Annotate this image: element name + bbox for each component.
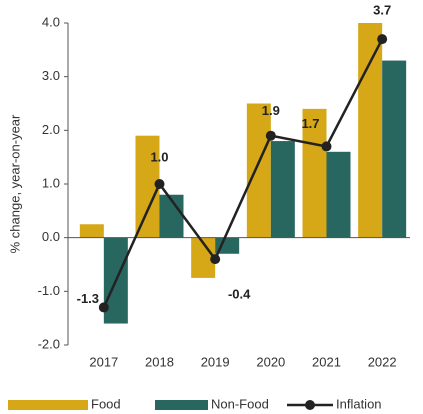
x-tick-label: 2022 — [368, 354, 397, 369]
line-point — [265, 130, 276, 141]
bar — [79, 224, 104, 238]
legend-label: Inflation — [336, 396, 382, 411]
x-tick-label: 2019 — [201, 354, 230, 369]
legend-swatch — [155, 400, 208, 410]
bar — [270, 141, 295, 238]
data-label: -1.3 — [77, 291, 99, 306]
data-label: -0.4 — [228, 287, 251, 302]
line-point — [154, 179, 165, 189]
legend-label: Non-Food — [211, 396, 269, 411]
legend-swatch — [8, 400, 88, 410]
line-point — [98, 302, 109, 313]
y-tick-label: 3.0 — [42, 68, 60, 83]
y-tick-label: 0.0 — [42, 229, 60, 244]
line — [102, 38, 384, 308]
x-tick-label: 2018 — [145, 354, 174, 369]
legend-swatch — [305, 400, 315, 410]
y-tick-label: 2.0 — [42, 122, 60, 137]
data-label: 1.7 — [301, 116, 319, 131]
y-tick-label: 1.0 — [42, 175, 60, 190]
x-tick-label: 2021 — [312, 354, 341, 369]
data-label: 1.0 — [150, 149, 168, 164]
line-point — [321, 141, 332, 152]
y-axis-label: % change, year-on-year — [7, 114, 22, 253]
x-tick-label: 2020 — [256, 354, 285, 369]
bar — [215, 237, 240, 254]
bar — [246, 103, 271, 238]
bar — [302, 108, 327, 238]
data-label: 3.7 — [373, 3, 391, 18]
legend-label: Food — [91, 396, 121, 411]
y-tick-label: 4.0 — [42, 14, 60, 29]
x-tick-label: 2017 — [89, 354, 118, 369]
line-point — [377, 34, 388, 45]
bar — [382, 60, 407, 238]
y-tick-label: -2.0 — [38, 336, 60, 351]
line-point — [210, 254, 221, 265]
bar — [326, 151, 351, 238]
bar — [358, 23, 383, 238]
data-label: 1.9 — [262, 103, 280, 118]
y-tick-label: -1.0 — [38, 283, 60, 298]
